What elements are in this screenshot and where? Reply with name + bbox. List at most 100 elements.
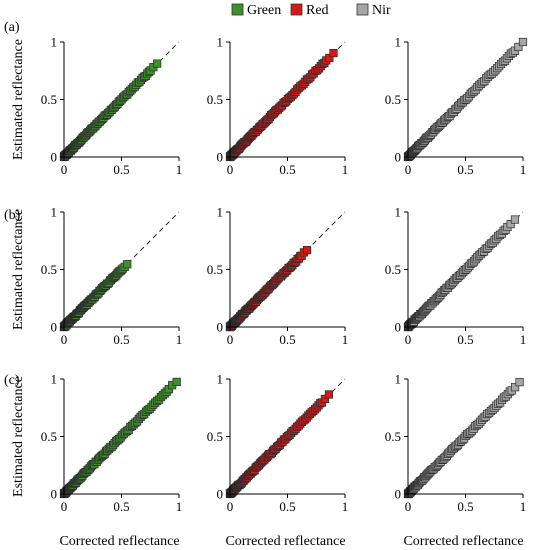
x-tick-label: 1: [342, 332, 349, 347]
data-point: [515, 378, 524, 387]
data-point: [518, 37, 528, 47]
y-tick-label: 0: [51, 320, 58, 335]
y-tick-label: 0: [395, 150, 402, 165]
y-tick-label: 0: [395, 320, 402, 335]
y-tick-label: 1: [217, 35, 224, 50]
y-tick-label: 0.5: [207, 262, 223, 277]
x-tick-label: 0: [405, 332, 412, 347]
x-tick-label: 0.5: [457, 332, 473, 347]
panels: 000.50.511000.50.511000.50.511000.50.511…: [41, 35, 528, 515]
x-tick-label: 1: [520, 162, 527, 177]
x-tick-label: 0: [227, 162, 234, 177]
data-point: [325, 53, 334, 63]
y-tick-label: 0.5: [385, 429, 401, 444]
legend-swatch: [356, 3, 369, 16]
y-tick-label: 1: [51, 205, 58, 220]
x-tick-label: 0: [61, 332, 68, 347]
y-tick-label: 0.5: [41, 262, 57, 277]
x-tick-label: 1: [176, 162, 183, 177]
panel-b-red: 00 0.5 0.5 1 1: [207, 205, 349, 348]
legend-item-nir: Nir: [356, 3, 391, 18]
panel-b-green: 00 0.5 0.5 1 1: [41, 205, 183, 348]
data-point: [324, 390, 333, 399]
y-tick-label: 1: [395, 205, 402, 220]
x-tick-label: 0: [405, 162, 412, 177]
x-tick-label: 1: [342, 162, 349, 177]
panel-c-nir: 00 0.5 0.5 1 1: [385, 372, 527, 515]
y-tick-label: 0: [395, 487, 402, 502]
y-tick-label: 0.5: [207, 429, 223, 444]
x-tick-label: 0.5: [113, 332, 129, 347]
x-tick-label: 1: [342, 499, 349, 514]
row-label: (a): [4, 20, 20, 35]
x-axis-labels: Corrected reflectance Corrected reflectan…: [59, 534, 523, 549]
y-axis-labels: Estimated reflectance Estimated reflectan…: [11, 39, 26, 497]
y-tick-label: 0: [217, 150, 224, 165]
data-point: [506, 220, 515, 229]
legend-swatch: [231, 3, 244, 16]
legend-label: Green: [247, 3, 281, 18]
row-label: (c): [4, 373, 20, 388]
y-tick-label: 1: [51, 35, 58, 50]
x-tick-label: 1: [176, 499, 183, 514]
data-point: [510, 383, 520, 392]
panel-a-nir: 00 0.5 0.5 1 1: [385, 35, 528, 177]
y-tick-label: 0: [217, 320, 224, 335]
panel-b-nir: 00 0.5 0.5 1 1: [385, 205, 527, 348]
x-tick-label: 0: [227, 499, 234, 514]
y-tick-label: 0: [51, 150, 58, 165]
y-axis-label: Estimated reflectance: [11, 376, 26, 497]
y-tick-label: 0.5: [385, 92, 401, 107]
x-tick-label: 0.5: [113, 499, 129, 514]
y-tick-label: 1: [217, 205, 224, 220]
data-point: [123, 260, 132, 269]
panel-a-green: 00 0.5 0.5 1 1: [41, 35, 183, 178]
legend-swatch: [290, 3, 303, 16]
x-tick-label: 1: [520, 499, 527, 514]
x-tick-label: 0.5: [279, 499, 295, 514]
x-axis-label: Corrected reflectance: [225, 534, 345, 549]
x-tick-label: 0: [61, 162, 68, 177]
y-tick-label: 0.5: [41, 429, 57, 444]
x-tick-label: 0.5: [457, 162, 473, 177]
x-tick-label: 0.5: [457, 499, 473, 514]
x-axis-label: Corrected reflectance: [403, 534, 523, 549]
x-tick-label: 0.5: [113, 162, 129, 177]
x-tick-label: 1: [176, 332, 183, 347]
x-tick-label: 0: [61, 499, 68, 514]
y-tick-label: 1: [51, 372, 58, 387]
legend-label: Red: [306, 3, 329, 18]
x-tick-label: 0: [405, 499, 412, 514]
x-tick-label: 0: [227, 332, 234, 347]
x-tick-label: 0.5: [279, 332, 295, 347]
y-tick-label: 1: [217, 372, 224, 387]
y-tick-label: 1: [395, 35, 402, 50]
data-point: [302, 246, 312, 255]
x-tick-label: 0.5: [279, 162, 295, 177]
y-axis-label: Estimated reflectance: [11, 39, 26, 160]
y-tick-label: 0: [51, 487, 58, 502]
data-point: [172, 377, 181, 387]
y-tick-label: 0.5: [207, 92, 223, 107]
y-tick-label: 1: [395, 372, 402, 387]
legend: Green Red Nir: [231, 3, 391, 18]
y-tick-label: 0.5: [41, 92, 57, 107]
data-point: [510, 215, 520, 224]
row-labels: (a) (b) (c): [4, 20, 21, 388]
y-tick-label: 0: [217, 487, 224, 502]
panel-a-red: 00 0.5 0.5 1 1: [207, 35, 349, 178]
legend-item-red: Red: [290, 3, 329, 18]
panel-c-green: 00 0.5 0.5 1 1: [41, 372, 183, 515]
legend-item-green: Green: [231, 3, 281, 18]
x-axis-label: Corrected reflectance: [59, 534, 179, 549]
legend-label: Nir: [372, 3, 391, 18]
row-label: (b): [4, 208, 21, 223]
data-point: [329, 48, 338, 58]
x-tick-label: 1: [520, 332, 527, 347]
panel-c-red: 00 0.5 0.5 1 1: [207, 372, 349, 515]
y-axis-label: Estimated reflectance: [11, 209, 26, 330]
data-point: [514, 42, 523, 52]
y-tick-label: 0.5: [385, 262, 401, 277]
data-point: [153, 59, 162, 68]
